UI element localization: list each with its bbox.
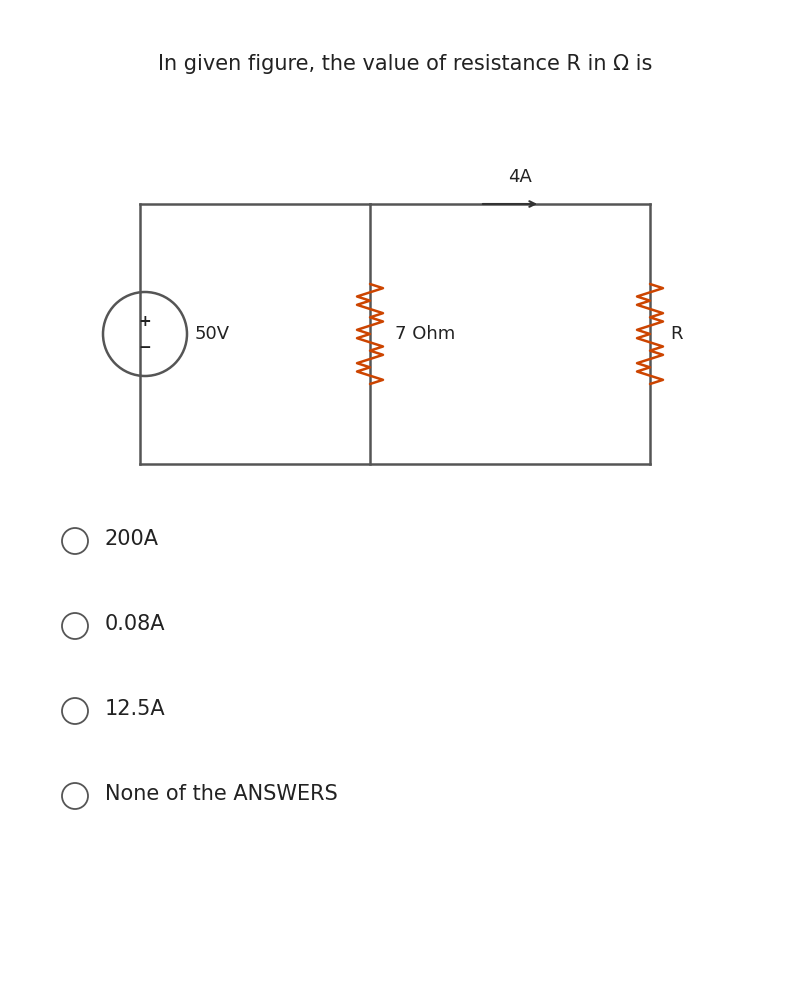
Text: 12.5A: 12.5A <box>105 699 165 719</box>
Text: 4A: 4A <box>508 168 532 186</box>
Text: R: R <box>670 325 683 343</box>
Text: 200A: 200A <box>105 529 159 549</box>
Text: 50V: 50V <box>195 325 230 343</box>
Text: None of the ANSWERS: None of the ANSWERS <box>105 784 338 804</box>
Text: In given figure, the value of resistance R in Ω is: In given figure, the value of resistance… <box>158 54 652 74</box>
Text: 0.08A: 0.08A <box>105 614 165 634</box>
Text: +: + <box>139 314 151 329</box>
Text: 7 Ohm: 7 Ohm <box>395 325 455 343</box>
Text: −: − <box>139 339 151 354</box>
